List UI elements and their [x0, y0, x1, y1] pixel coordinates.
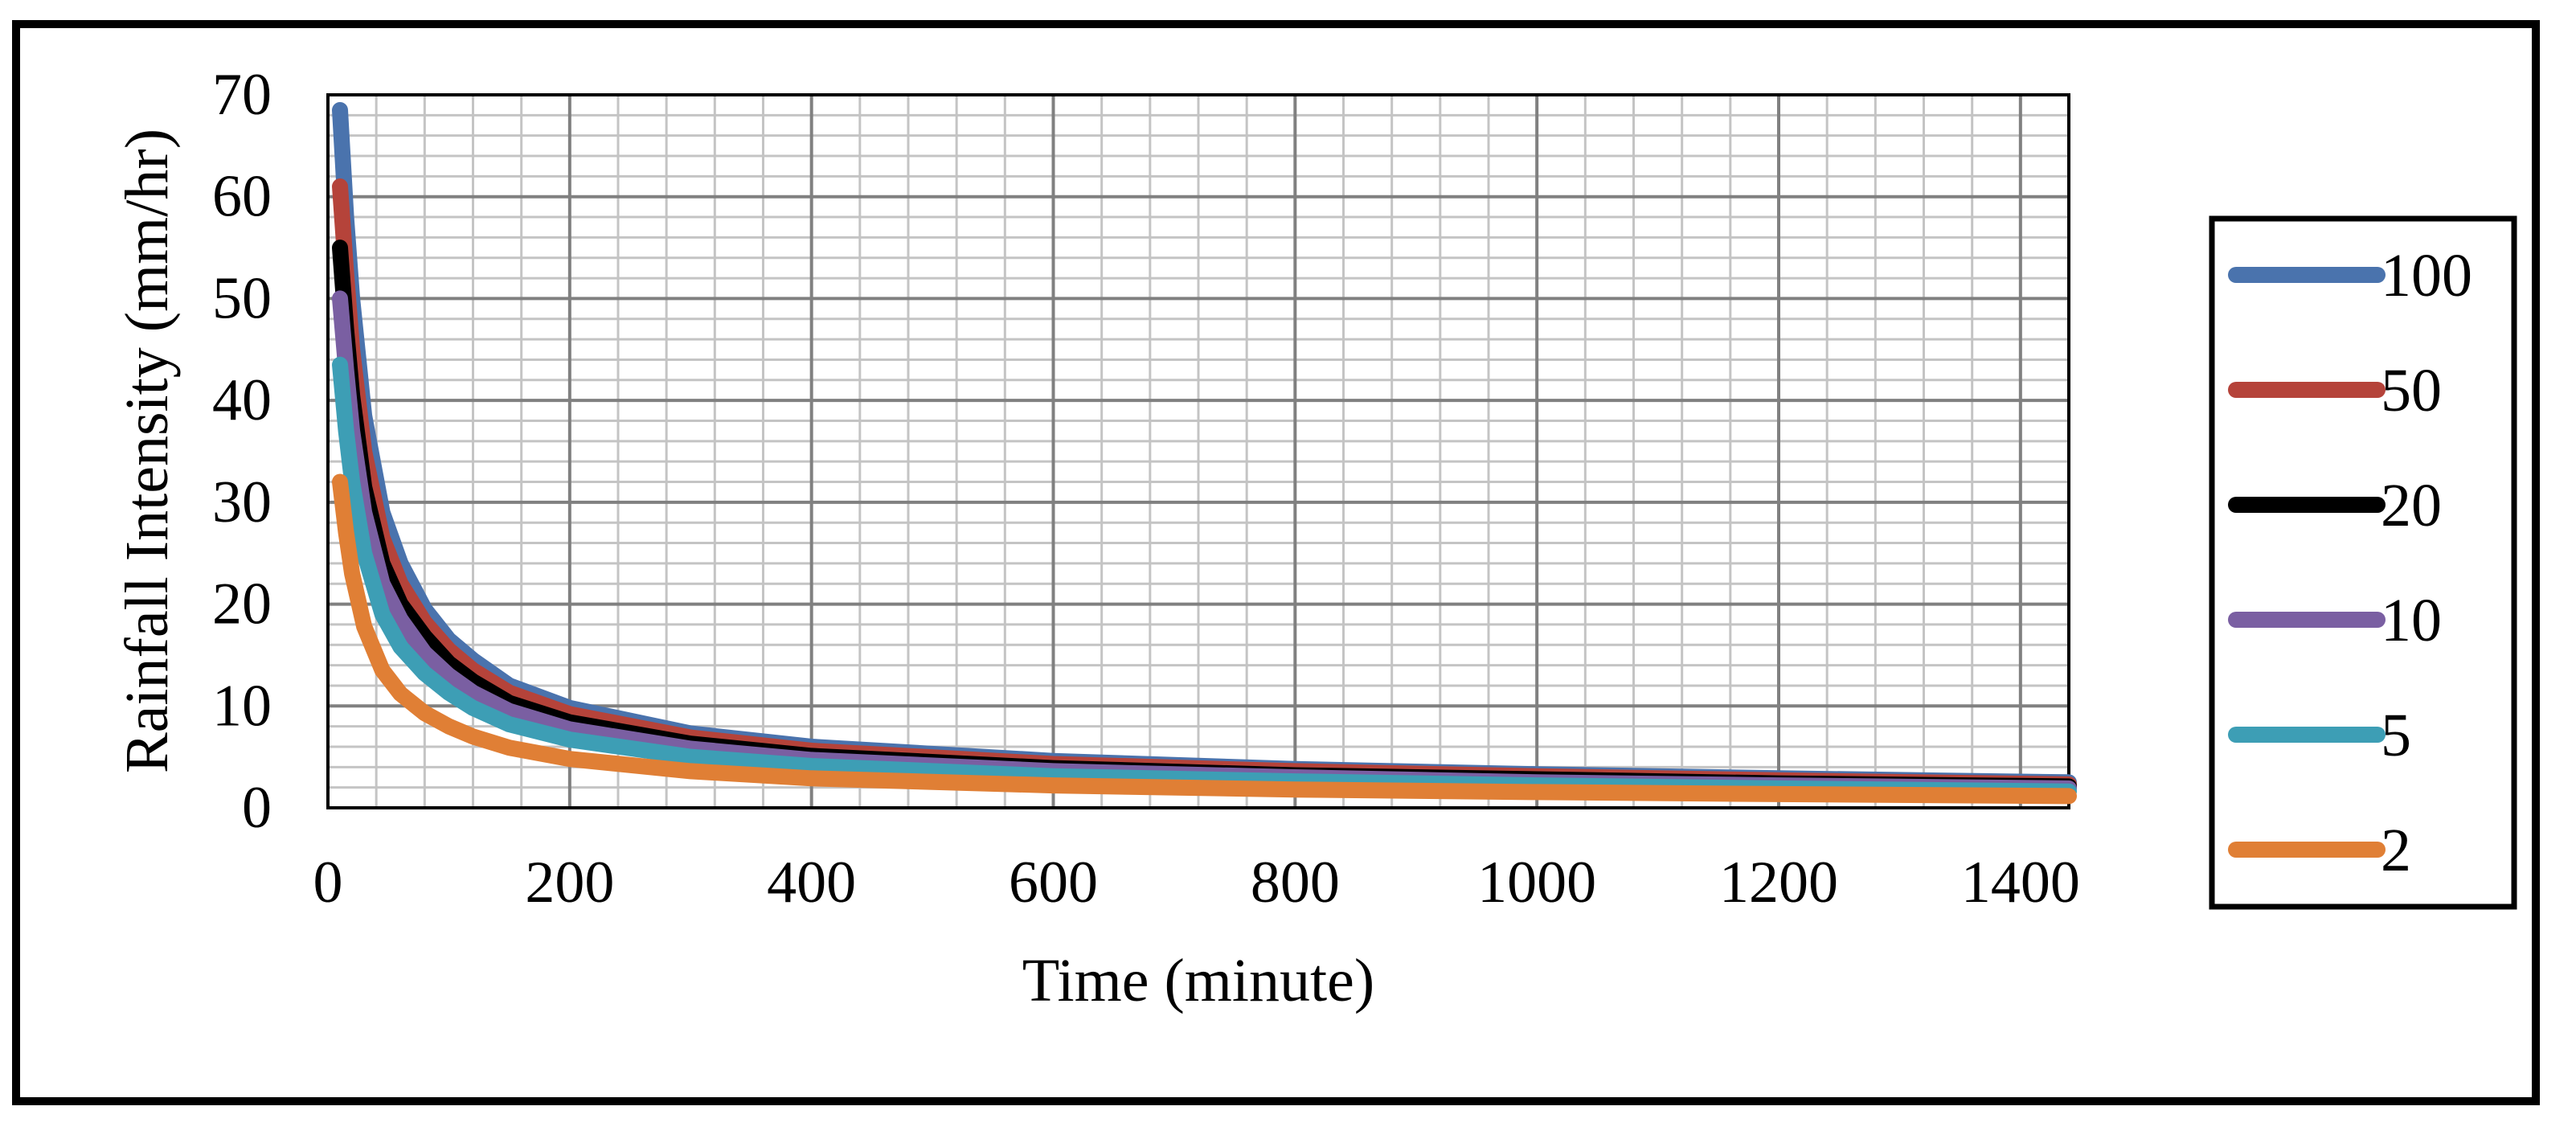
y-tick-label: 0 — [242, 775, 272, 841]
x-axis-ticks: 0 200 400 600 800 1000 1200 1400 — [313, 850, 2080, 916]
y-axis-ticks: 0 10 20 30 40 50 60 70 — [212, 62, 272, 841]
legend-label-100: 100 — [2381, 242, 2472, 309]
y-tick-label: 50 — [212, 265, 272, 331]
x-tick-label: 1200 — [1719, 850, 1838, 916]
series-line-2 — [332, 473, 2077, 805]
plot-area-border — [326, 93, 2070, 809]
x-axis-label: Time (minute) — [1022, 947, 1374, 1014]
legend-label-20: 20 — [2381, 472, 2442, 539]
x-tick-label: 1400 — [1961, 850, 2080, 916]
legend-label-10: 10 — [2381, 587, 2442, 654]
x-tick-label: 1000 — [1477, 850, 1596, 916]
y-tick-label: 60 — [212, 164, 272, 230]
y-tick-label: 70 — [212, 62, 272, 128]
x-tick-label: 200 — [525, 850, 614, 916]
x-tick-label: 800 — [1251, 850, 1340, 916]
x-tick-label: 400 — [767, 850, 856, 916]
x-tick-label: 0 — [313, 850, 343, 916]
legend-label-50: 50 — [2381, 357, 2442, 424]
legend: 100 50 20 10 5 2 — [2228, 242, 2472, 884]
series-layer — [332, 102, 2077, 805]
x-tick-label: 600 — [1009, 850, 1098, 916]
y-tick-label: 40 — [212, 367, 272, 433]
legend-label-2: 2 — [2381, 817, 2411, 884]
legend-box — [2209, 215, 2517, 910]
y-tick-label: 10 — [212, 673, 272, 739]
y-tick-label: 30 — [212, 469, 272, 535]
y-axis-label: Rainfall Intensity (mm/hr) — [113, 129, 181, 773]
legend-label-5: 5 — [2381, 702, 2411, 769]
y-tick-label: 20 — [212, 572, 272, 637]
